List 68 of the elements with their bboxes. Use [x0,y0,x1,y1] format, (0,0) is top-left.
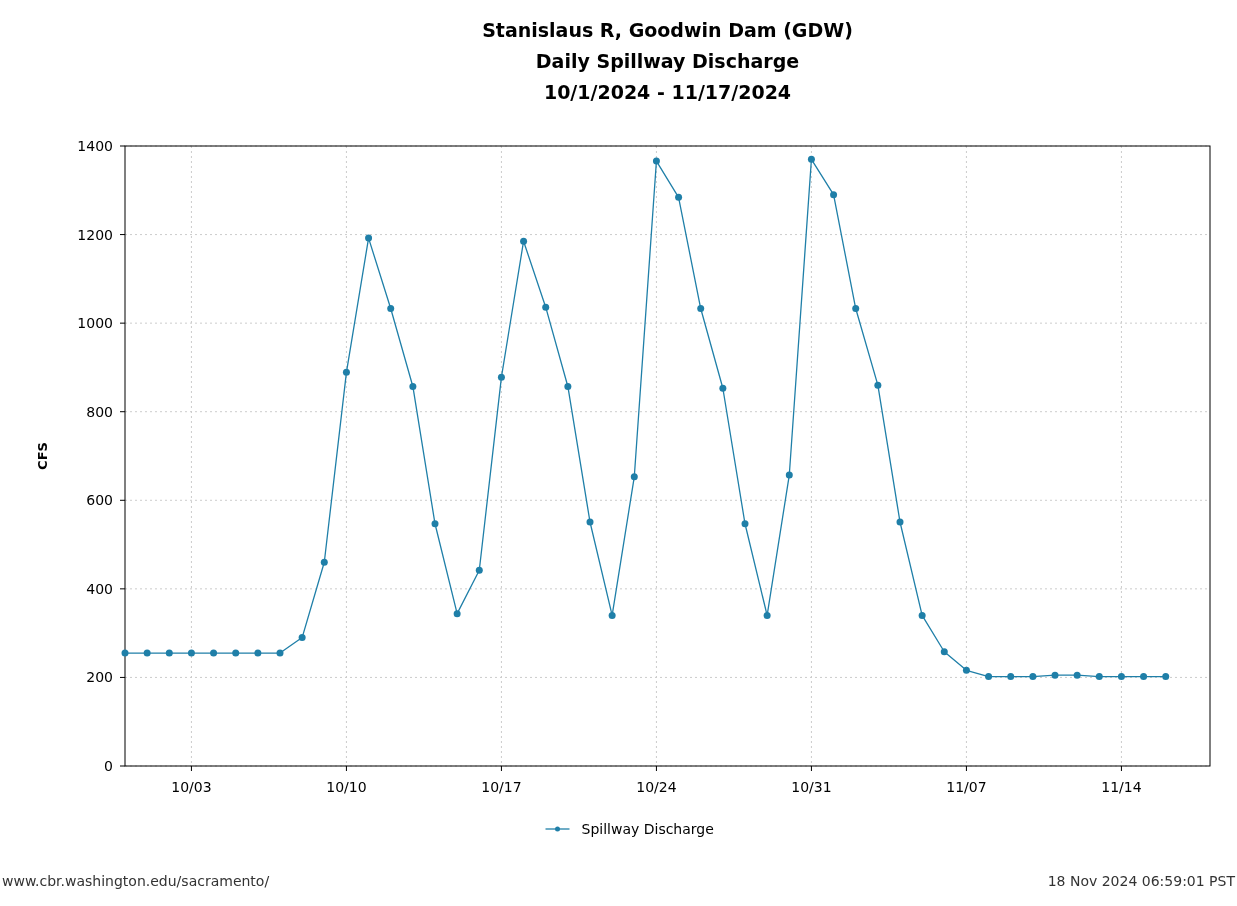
legend-label: Spillway Discharge [581,821,714,837]
point [497,373,505,381]
y-tick-label: 600 [86,492,113,509]
point [276,649,284,657]
point [1117,673,1125,681]
point [564,382,572,390]
point [121,649,129,657]
x-tick-label: 10/17 [481,779,522,795]
point [652,157,660,165]
point [409,382,417,390]
point [320,558,328,566]
x-tick-label: 10/31 [791,779,832,795]
x-tick-label: 11/14 [1101,779,1142,795]
point [852,305,860,313]
x-tick-label: 10/10 [326,779,367,795]
point [143,649,151,657]
point [1140,673,1148,681]
point [940,648,948,656]
point [1007,673,1015,681]
point [431,520,439,528]
y-tick-label: 1000 [77,315,113,332]
x-tick-label: 11/07 [946,779,987,795]
y-axis-title: CFS [35,442,50,470]
point [520,237,528,245]
y-tick-label: 200 [86,669,113,686]
point [365,234,373,242]
point [210,649,218,657]
point [298,634,306,642]
y-tick-label: 1400 [77,138,113,154]
point [741,520,749,528]
point [1162,673,1170,681]
point [254,649,262,657]
y-tick-label: 1200 [77,226,113,243]
point [874,381,882,389]
point [453,610,461,618]
point [475,566,483,574]
point [697,305,705,313]
point [542,303,550,311]
point [985,673,993,681]
point [630,473,638,481]
x-tick-label: 10/24 [636,779,677,795]
point [675,193,683,201]
point [896,518,904,526]
point [165,649,173,657]
point [719,384,727,392]
point [187,649,195,657]
point [232,649,240,657]
y-tick-label: 400 [86,580,113,597]
point [1029,673,1037,681]
chart-title: Stanislaus R, Goodwin Dam (GDW) Daily Spillway Discharge 10/1/2024 - 11/17/2024 [482,19,853,103]
y-tick-label: 800 [86,403,113,420]
point [1095,673,1103,681]
point [962,666,970,674]
x-tick-label: 10/03 [171,779,212,795]
point [1073,671,1081,679]
point [830,191,838,199]
text: www.cbr.washington.edu/sacramento/ [2,873,270,889]
point [608,611,616,619]
point [387,305,395,313]
point [785,471,793,479]
point [807,155,815,163]
point [1051,671,1059,679]
point [342,368,350,376]
point [586,518,594,526]
point [763,611,771,619]
text: 18 Nov 2024 06:59:01 PST [1047,873,1236,889]
y-tick-label: 0 [104,758,113,774]
point [918,611,926,619]
